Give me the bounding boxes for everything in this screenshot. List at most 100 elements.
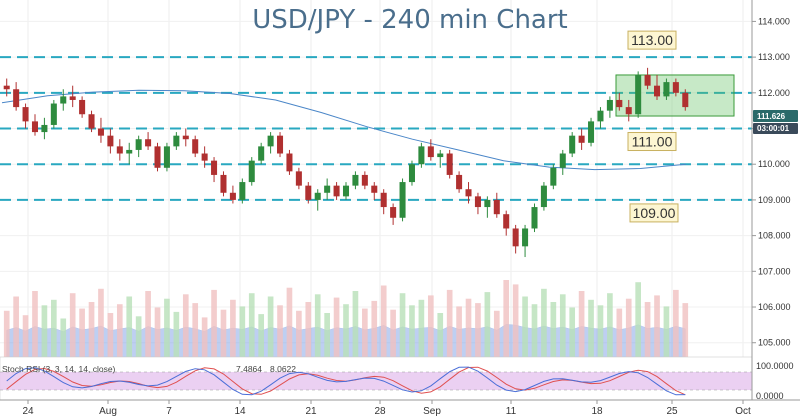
- candle-body: [324, 185, 331, 193]
- candle-body: [107, 135, 114, 147]
- candle-body: [456, 174, 463, 190]
- volume-bar: [69, 293, 76, 357]
- oscillator-k-value: 7.4864: [236, 364, 262, 374]
- volume-bar: [371, 300, 378, 357]
- candle-body: [663, 82, 670, 97]
- oscillator-tick-label: 100.0000: [756, 361, 794, 371]
- oscillator-tick-label: 0.0000: [756, 391, 784, 401]
- volume-bar: [192, 303, 199, 357]
- volume-bar: [267, 296, 274, 357]
- candle-body: [644, 74, 651, 86]
- price-tick-label: 113.000: [758, 52, 790, 62]
- volume-bar: [399, 293, 406, 357]
- candle-body: [578, 135, 585, 143]
- stoch-k-line: [6, 366, 686, 396]
- candle-body: [493, 199, 500, 215]
- candle-body: [616, 99, 623, 108]
- volume-bar: [541, 288, 547, 357]
- price-tick-label: 106.000: [758, 302, 791, 312]
- volume-bar: [512, 284, 519, 357]
- candle-body: [192, 139, 199, 154]
- candle-body: [79, 99, 86, 115]
- current-price-tag-bg: [753, 110, 798, 122]
- level-label-box: [627, 132, 677, 152]
- candle-body: [390, 207, 397, 218]
- date-tick-label: Oct: [735, 406, 751, 417]
- volume-bar: [409, 305, 415, 357]
- volume-bar: [116, 304, 123, 357]
- candle-body: [427, 146, 434, 158]
- candle-body: [399, 182, 406, 218]
- candle-body: [531, 207, 538, 229]
- candle-body: [408, 164, 415, 183]
- volume-bar: [597, 305, 604, 357]
- volume-bar: [88, 302, 95, 357]
- level-label: 109.00: [633, 205, 676, 221]
- candle-body: [50, 103, 57, 125]
- volume-bar: [60, 318, 67, 357]
- candle-body: [625, 107, 632, 115]
- date-tick-label: Aug: [99, 406, 117, 417]
- chart-title: USD/JPY - 240 min Chart: [252, 5, 568, 35]
- candle-body: [540, 185, 547, 208]
- current-price-tag: 111.626: [753, 110, 798, 122]
- volume-bar: [569, 307, 576, 357]
- candle-body: [295, 171, 302, 186]
- candle-body: [682, 92, 689, 108]
- candle-body: [211, 160, 218, 175]
- price-tick-label: 107.000: [758, 266, 791, 276]
- candle-body: [13, 89, 20, 108]
- volume-bar: [352, 291, 359, 357]
- volume-bar: [41, 305, 48, 357]
- volume-bar: [173, 311, 180, 357]
- volume-bar: [446, 289, 453, 357]
- volume-bar: [475, 303, 481, 357]
- volume-bar: [3, 310, 10, 357]
- volume-bar: [220, 309, 227, 357]
- price-tick-label: 108.000: [758, 231, 791, 241]
- candle-body: [220, 174, 227, 193]
- volume-bar: [625, 298, 632, 357]
- oscillator-band: [0, 372, 752, 390]
- volume-bar: [427, 295, 434, 357]
- candle-body: [182, 135, 189, 140]
- candle-body: [371, 185, 378, 193]
- volume-bar: [559, 294, 566, 357]
- candle-body: [88, 114, 95, 129]
- volume-bar: [635, 282, 641, 357]
- volume-bar: [437, 313, 444, 357]
- volume-bar: [456, 306, 462, 357]
- candle-body: [484, 199, 491, 208]
- candle-body: [522, 228, 529, 247]
- candlesticks: [3, 67, 689, 258]
- volume-bar: [550, 302, 557, 357]
- candle-body: [145, 139, 152, 147]
- candle-body: [597, 110, 604, 122]
- price-tick-label: 112.000: [758, 88, 790, 98]
- candle-body: [474, 196, 481, 208]
- candle-body: [135, 139, 142, 150]
- candle-body: [286, 153, 293, 172]
- volume-bar: [314, 294, 321, 357]
- candle-body: [314, 192, 321, 200]
- date-axis-ticks: 24 Aug 7 14 21 28 Sep 11 18 25 Oct: [22, 400, 751, 417]
- countdown-tag: 03:00:01: [753, 123, 798, 134]
- volume-bar: [164, 298, 170, 357]
- oscillator-lines: [0, 366, 752, 396]
- candle-body: [418, 146, 425, 165]
- volume-bar: [390, 309, 396, 357]
- candle-body: [277, 135, 284, 154]
- level-label-box: [627, 30, 677, 50]
- date-tick-label: 25: [666, 406, 678, 417]
- candle-body: [229, 192, 236, 200]
- candle-body: [559, 153, 566, 168]
- candle-body: [173, 135, 180, 147]
- volume-bar: [673, 289, 679, 357]
- candle-body: [31, 121, 39, 133]
- price-tick-label: 105.000: [758, 338, 791, 348]
- oscillator-label: Stoch RSI (3, 3, 14, 14, close): [2, 364, 116, 374]
- level-labels: 113.00 111.00 109.00: [627, 30, 679, 223]
- candle-body: [258, 146, 265, 161]
- candle-body: [333, 185, 340, 197]
